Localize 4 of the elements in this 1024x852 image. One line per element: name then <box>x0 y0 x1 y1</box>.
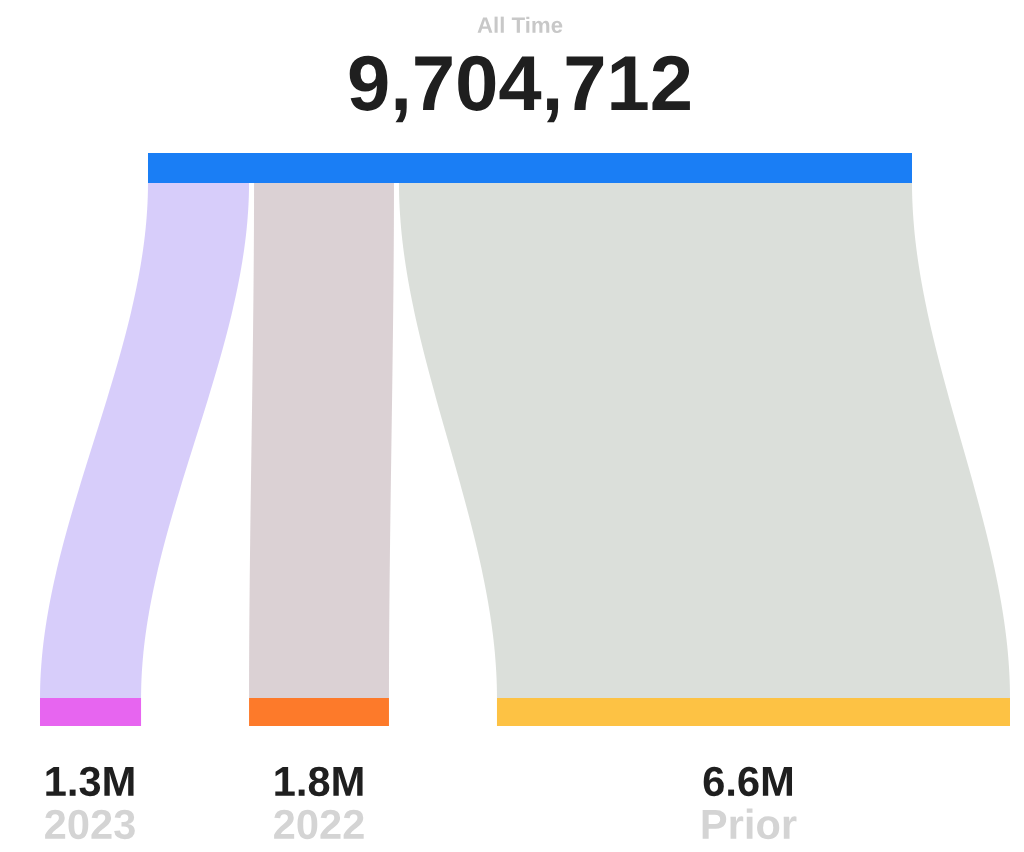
data-label: 1.3M <box>46 766 134 797</box>
data-label: 1.8M <box>275 766 363 797</box>
text: 9,704,712 <box>349 55 690 123</box>
data-label: 6.6M <box>703 766 793 797</box>
